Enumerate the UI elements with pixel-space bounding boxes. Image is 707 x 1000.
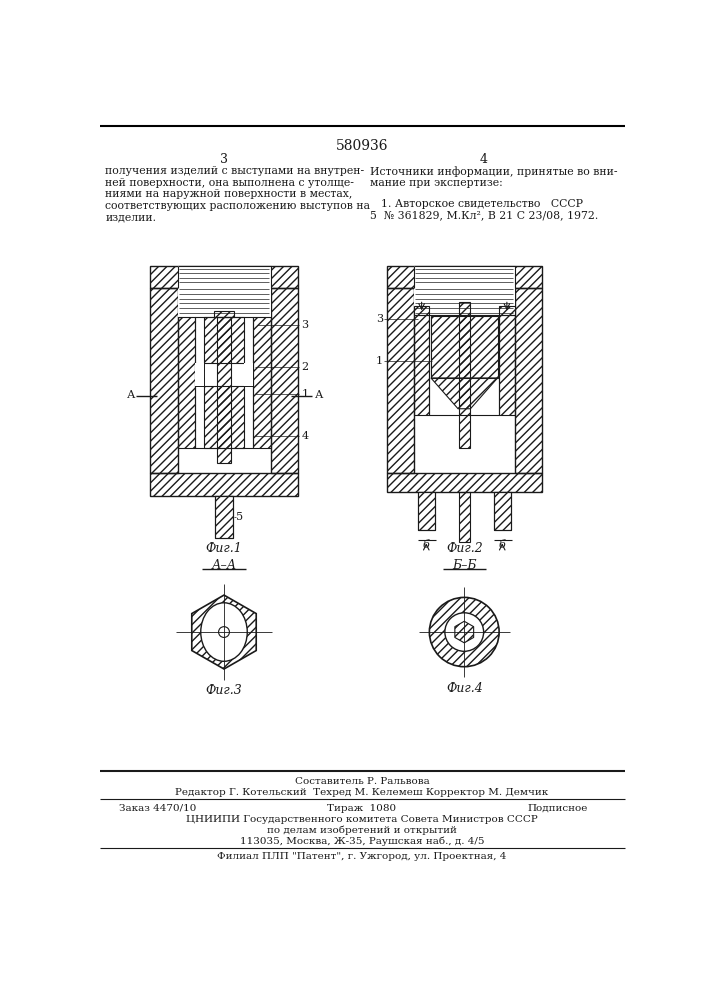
Bar	[244, 363, 253, 386]
Text: 580936: 580936	[336, 139, 388, 153]
Polygon shape	[455, 621, 474, 643]
Bar	[459, 302, 469, 448]
Text: А: А	[127, 390, 135, 400]
Bar	[414, 315, 429, 415]
Text: соответствующих расположению выступов на: соответствующих расположению выступов на	[105, 201, 370, 211]
Bar	[204, 317, 244, 363]
Text: изделии.: изделии.	[105, 212, 156, 222]
Bar	[493, 492, 510, 530]
Text: А–А: А–А	[211, 559, 237, 572]
Text: Филиал ПЛП "Патент", г. Ужгород, ул. Проектная, 4: Филиал ПЛП "Патент", г. Ужгород, ул. Про…	[217, 852, 507, 861]
Text: 5  № 361829, М.Кл², В 21 С 23/08, 1972.: 5 № 361829, М.Кл², В 21 С 23/08, 1972.	[370, 210, 598, 220]
Polygon shape	[192, 595, 256, 669]
Text: Фиг.2: Фиг.2	[446, 542, 483, 555]
Bar	[429, 315, 499, 415]
Text: Редактор Г. Котельский  Техред М. Келемеш Корректор М. Демчик: Редактор Г. Котельский Техред М. Келемеш…	[175, 788, 549, 797]
Bar	[431, 316, 498, 378]
Bar	[194, 363, 204, 386]
Text: Заказ 4470/10: Заказ 4470/10	[119, 804, 197, 813]
Text: ниями на наружной поверхности в местах,: ниями на наружной поверхности в местах,	[105, 189, 353, 199]
Bar	[515, 288, 542, 473]
Text: б: б	[499, 540, 506, 550]
Bar	[493, 492, 510, 530]
Text: Б–Б: Б–Б	[452, 559, 477, 572]
Text: 3: 3	[301, 320, 309, 330]
Bar	[499, 306, 515, 315]
Bar	[414, 266, 515, 288]
Text: Подписное: Подписное	[528, 804, 588, 813]
Text: б: б	[423, 540, 430, 550]
Bar	[217, 317, 231, 463]
Bar	[387, 288, 414, 473]
Text: 1: 1	[301, 389, 309, 399]
Text: по делам изобретений и открытий: по делам изобретений и открытий	[267, 825, 457, 835]
Text: 1. Авторское свидетельство   СССР: 1. Авторское свидетельство СССР	[381, 199, 583, 209]
Bar	[414, 288, 515, 315]
Bar	[194, 363, 204, 386]
Bar	[194, 317, 253, 448]
Bar	[244, 363, 253, 386]
Bar	[271, 288, 298, 473]
Bar	[418, 492, 435, 530]
Bar	[215, 496, 233, 538]
Bar	[151, 473, 298, 496]
Text: Составитель Р. Ральвова: Составитель Р. Ральвова	[295, 777, 429, 786]
Circle shape	[445, 613, 484, 651]
Text: А: А	[315, 390, 323, 400]
Text: ней поверхности, она выполнена с утолще-: ней поверхности, она выполнена с утолще-	[105, 178, 354, 188]
Text: 5: 5	[235, 512, 243, 522]
Circle shape	[218, 627, 230, 637]
Bar	[253, 317, 271, 448]
Text: 2: 2	[301, 362, 309, 372]
Bar	[214, 311, 234, 317]
Bar	[499, 315, 515, 415]
Text: Тираж  1080: Тираж 1080	[327, 804, 397, 813]
Text: 4: 4	[301, 431, 309, 441]
Bar	[459, 492, 469, 542]
Text: Фиг.3: Фиг.3	[206, 684, 243, 697]
Bar	[151, 288, 177, 473]
Text: 113035, Москва, Ж-35, Раушская наб., д. 4/5: 113035, Москва, Ж-35, Раушская наб., д. …	[240, 836, 484, 846]
Text: 4: 4	[479, 153, 488, 166]
Text: 3: 3	[375, 314, 383, 324]
Text: 1: 1	[375, 356, 383, 366]
Text: Источники информации, принятые во вни-: Источники информации, принятые во вни-	[370, 166, 617, 177]
Bar	[151, 266, 298, 288]
Bar	[215, 496, 233, 538]
Bar	[204, 386, 244, 448]
Bar	[387, 473, 542, 492]
Bar	[414, 306, 429, 315]
Text: Фиг.1: Фиг.1	[206, 542, 243, 555]
Text: 3: 3	[220, 153, 228, 166]
Bar	[177, 317, 194, 448]
Text: Фиг.4: Фиг.4	[446, 682, 483, 695]
Bar	[177, 266, 271, 288]
Ellipse shape	[201, 603, 247, 661]
Text: мание при экспертизе:: мание при экспертизе:	[370, 178, 503, 188]
Text: ЦНИИПИ Государственного комитета Совета Министров СССР: ЦНИИПИ Государственного комитета Совета …	[186, 815, 538, 824]
Circle shape	[429, 597, 499, 667]
Bar	[177, 288, 271, 317]
Bar	[418, 492, 435, 530]
Bar	[387, 266, 542, 288]
Text: получения изделий с выступами на внутрен-: получения изделий с выступами на внутрен…	[105, 166, 365, 176]
